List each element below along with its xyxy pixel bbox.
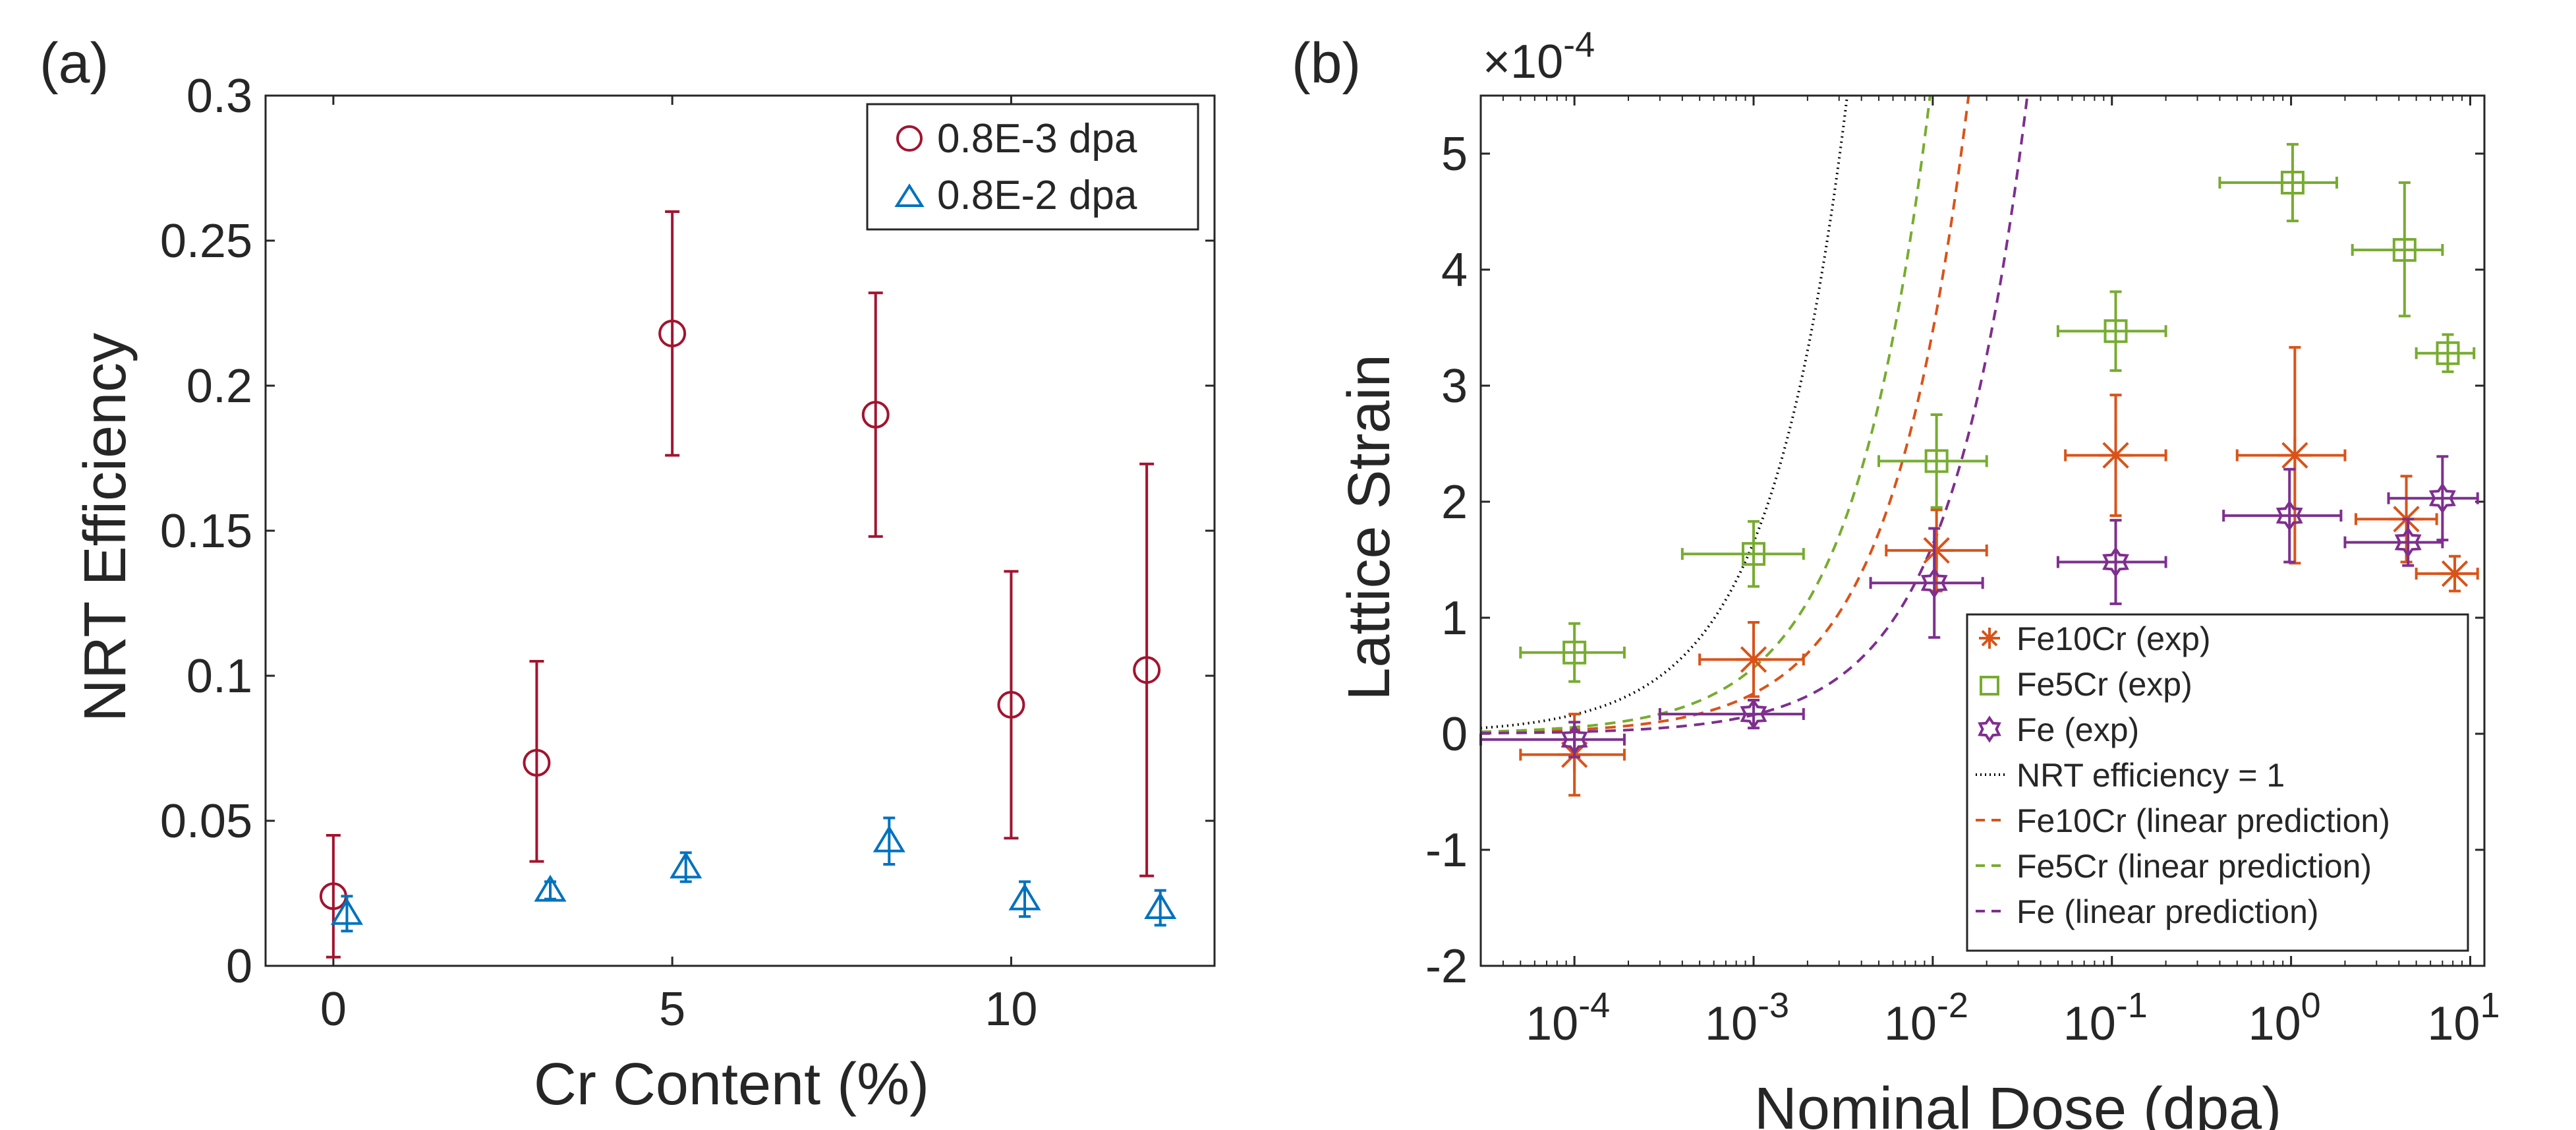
panel-a-axes-box — [264, 94, 1216, 967]
panel-a-label: (a) — [40, 32, 109, 95]
legend-label-0: 0.8E-3 dpa — [937, 116, 1137, 162]
panel-a: (a) NRT Efficiency Cr Content (%) 00.050… — [40, 32, 1216, 1117]
panel-b-point-asterisk — [1736, 642, 1771, 677]
panel-b-legend: Fe10Cr (exp) Fe5Cr (exp) Fe (exp) NRT ef… — [1966, 613, 2469, 952]
panel-a-point-triangle — [534, 874, 567, 902]
panel-a-xtick-label: 5 — [659, 983, 685, 1036]
panel-b-xtick-label: 10-4 — [1526, 986, 1610, 1050]
panel-a-point-triangle — [1008, 883, 1041, 910]
panel-a-ytick-label: 0.25 — [160, 215, 252, 268]
panel-b-point-square — [2280, 171, 2304, 194]
panel-b-point-square — [1742, 542, 1766, 566]
panel-b-xtick-label: 10-3 — [1705, 986, 1789, 1050]
panel-b-point-asterisk — [2277, 438, 2312, 473]
panel-b-xtick-label: 101 — [2427, 986, 2500, 1050]
panel-b: (b) Lattice Strain Nominal Dose (dpa) ×1… — [1292, 25, 2500, 1130]
legend-b-label-5: Fe5Cr (linear prediction) — [2017, 848, 2372, 885]
panel-b-curve-fe10cr-linear-prediction- — [1481, 96, 1970, 734]
panel-b-point-square — [1562, 640, 1587, 665]
panel-a-xtick-label: 0 — [320, 983, 347, 1036]
legend-hexagram-marker — [1978, 715, 2001, 743]
legend-label-1: 0.8E-2 dpa — [937, 173, 1137, 218]
panel-a-point-triangle — [670, 851, 702, 879]
panel-a-ytick-label: 0.3 — [186, 70, 252, 123]
legend-b-label-6: Fe (linear prediction) — [2017, 893, 2319, 930]
legend-b-label-0: Fe10Cr (exp) — [2017, 620, 2211, 657]
panel-b-ytick-label: 4 — [1441, 244, 1468, 297]
panel-b-point-asterisk — [2098, 438, 2133, 473]
panel-b-label: (b) — [1292, 32, 1361, 95]
panel-a-point-triangle — [873, 825, 905, 852]
panel-b-xlabel: Nominal Dose (dpa) — [1754, 1076, 2281, 1130]
panel-b-point-square — [2436, 341, 2460, 365]
panel-b-y-multiplier: ×10-4 — [1483, 25, 1595, 88]
panel-a-legend-box — [866, 103, 1199, 231]
legend-asterisk-marker — [1979, 628, 2000, 649]
panel-a-point-circle — [523, 749, 551, 777]
panel-b-point-asterisk — [1919, 533, 1954, 568]
panel-b-xtick-label: 100 — [2248, 986, 2321, 1050]
panel-b-point-hexagram — [1740, 698, 1767, 730]
panel-b-curves — [1481, 96, 2029, 735]
panel-b-point-hexagram — [1560, 724, 1588, 756]
panel-a-point-circle — [658, 319, 687, 347]
panel-b-point-hexagram — [2102, 546, 2129, 578]
panel-b-curve-fe-linear-prediction- — [1481, 96, 2029, 735]
panel-a-ytick-label: 0.2 — [186, 360, 252, 413]
panel-b-curve-fe5cr-linear-prediction- — [1481, 96, 1932, 733]
legend-b-label-2: Fe (exp) — [2017, 711, 2139, 748]
panel-a-point-circle — [1133, 656, 1161, 684]
panel-b-ylabel: Lattice Strain — [1336, 354, 1402, 700]
panel-a-ylabel: NRT Efficiency — [72, 333, 138, 722]
panel-b-point-square — [2392, 238, 2417, 262]
panel-a-legend: 0.8E-3 dpa 0.8E-2 dpa — [866, 103, 1199, 231]
legend-b-label-4: Fe10Cr (linear prediction) — [2017, 802, 2390, 839]
panel-a-point-triangle — [1144, 892, 1177, 919]
legend-triangle-marker — [894, 183, 925, 207]
legend-circle-marker — [896, 125, 923, 152]
panel-b-ytick-label: 1 — [1441, 592, 1468, 645]
legend-b-label-3: NRT efficiency = 1 — [2017, 757, 2285, 794]
panel-a-xtick-label: 10 — [985, 983, 1037, 1036]
panel-b-xtick-label: 10-1 — [2063, 986, 2148, 1050]
panel-a-ytick-label: 0.15 — [160, 505, 252, 558]
panel-b-point-square — [2104, 319, 2128, 343]
panel-b-ytick-label: 3 — [1441, 360, 1468, 413]
panel-a-point-circle — [997, 691, 1025, 719]
legend-b-label-1: Fe5Cr (exp) — [2017, 666, 2192, 703]
panel-a-point-circle — [861, 401, 890, 429]
panel-a-ytick-label: 0.1 — [186, 650, 252, 703]
panel-b-ytick-label: 0 — [1441, 708, 1468, 761]
panel-b-ytick-label: -1 — [1425, 824, 1468, 877]
panel-b-ytick-label: 5 — [1441, 128, 1468, 181]
panel-b-point-hexagram — [1920, 567, 1948, 599]
panel-b-ytick-label: -2 — [1425, 940, 1468, 993]
panel-a-ytick-label: 0.05 — [160, 795, 252, 848]
panel-b-legend-box — [1966, 613, 2469, 952]
panel-b-curve-nrt-efficiency-1 — [1481, 96, 1849, 730]
panel-b-axes-box — [1479, 94, 2486, 967]
panel-b-xtick-label: 10-2 — [1884, 986, 1968, 1050]
panel-a-ytick-label: 0 — [226, 940, 252, 993]
panel-a-point-triangle — [330, 897, 363, 925]
panel-a-xlabel: Cr Content (%) — [534, 1052, 929, 1117]
panel-a-background — [266, 96, 1215, 966]
panel-b-point-hexagram — [2275, 500, 2303, 531]
panel-b-point-square — [1924, 449, 1949, 473]
panel-b-ytick-label: 2 — [1441, 476, 1468, 529]
panel-a-plot-area: 0 0.05 0.1 0.15 0.2 0.25 0.3 0 5 10 — [160, 70, 1216, 1036]
legend-square-marker — [1980, 676, 1999, 696]
panel-b-point-hexagram — [2428, 483, 2456, 514]
panel-b-point-asterisk — [2438, 556, 2473, 591]
panel-b-point-hexagram — [2394, 526, 2422, 558]
